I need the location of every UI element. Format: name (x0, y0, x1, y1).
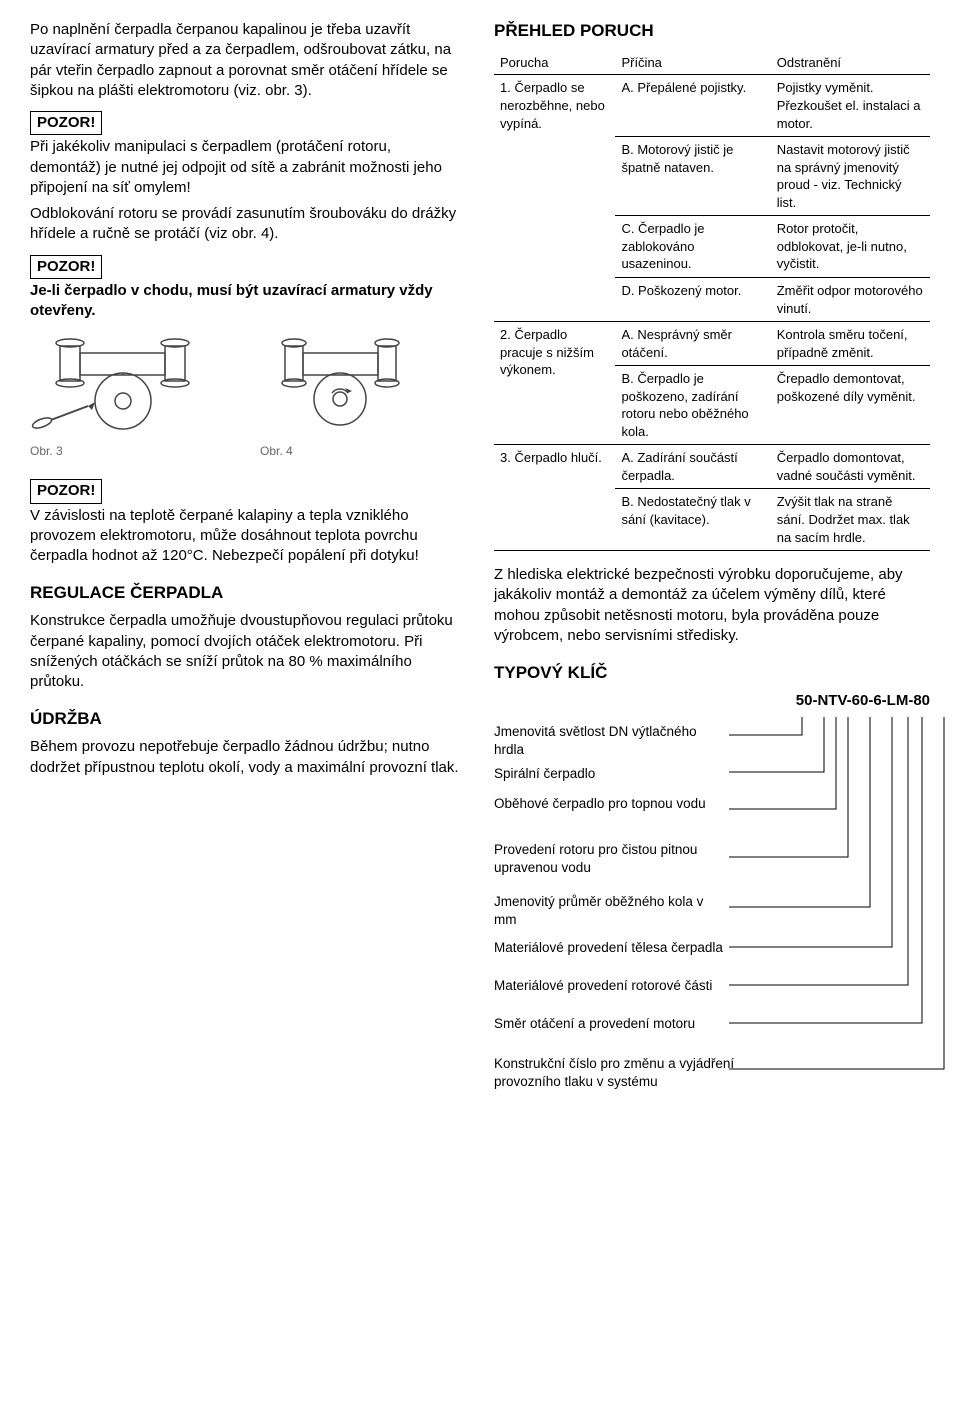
key-label-1: Spirální čerpadlo (494, 765, 724, 783)
warning-box-3: POZOR! (30, 479, 102, 503)
key-label-7: Směr otáčení a provedení motoru (494, 1015, 794, 1033)
key-label-8: Konstrukční číslo pro změnu a vyjádření … (494, 1055, 794, 1091)
fix-cell: Kontrola směru točení, případně změnit. (771, 322, 930, 366)
warning-text-1: Při jakékoliv manipulaci s čerpadlem (pr… (30, 137, 466, 198)
temperature-warning: V závislosti na teplotě čerpané kalapiny… (30, 506, 466, 567)
warning-box-1: POZOR! (30, 111, 102, 135)
faults-heading: PŘEHLED PORUCH (494, 20, 930, 43)
regulation-text: Konstrukce čerpadla umožňuje dvoustupňov… (30, 611, 466, 692)
maintenance-text: Během provozu nepotřebuje čerpadlo žádno… (30, 737, 466, 778)
key-label-6: Materiálové provedení rotorové části (494, 977, 794, 995)
key-label-0: Jmenovitá světlost DN výtlačného hrdla (494, 723, 724, 759)
th-fix: Odstranění (771, 51, 930, 75)
key-label-3: Provedení rotoru pro čistou pitnou uprav… (494, 841, 724, 877)
th-fault: Porucha (494, 51, 615, 75)
figure-3-label: Obr. 3 (30, 443, 236, 459)
fix-cell: Nastavit motorový jistič na správný jmen… (771, 137, 930, 216)
regulation-heading: REGULACE ČERPADLA (30, 582, 466, 605)
fault-cell: 3. Čerpadlo hlučí. (494, 445, 615, 551)
cause-cell: B. Čerpadlo je poškozeno, zadírání rotor… (615, 366, 770, 445)
maintenance-heading: ÚDRŽBA (30, 708, 466, 731)
cause-cell: C. Čerpadlo je zablokováno usazeninou. (615, 216, 770, 278)
fix-cell: Zvýšit tlak na straně sání. Dodržet max.… (771, 489, 930, 551)
fix-cell: Změřit odpor motorového vinutí. (771, 277, 930, 321)
fix-cell: Črepadlo demontovat, poškozené díly vymě… (771, 366, 930, 445)
faults-table: Porucha Příčina Odstranění 1. Čerpadlo s… (494, 51, 930, 551)
safety-paragraph: Z hlediska elektrické bezpečnosti výrobk… (494, 565, 930, 646)
figure-4: Obr. 4 (260, 331, 466, 459)
cause-cell: A. Zadírání součástí čerpadla. (615, 445, 770, 489)
cause-cell: A. Přepálené pojistky. (615, 75, 770, 137)
fix-cell: Čerpadlo domontovat, vadné součásti vymě… (771, 445, 930, 489)
key-label-4: Jmenovitý průměr oběžného kola v mm (494, 893, 724, 929)
type-key-code: 50-NTV-60-6-LM-80 (494, 691, 930, 711)
fix-cell: Rotor protočit, odblokovat, je-li nutno,… (771, 216, 930, 278)
cause-cell: B. Motorový jistič je špatně nataven. (615, 137, 770, 216)
unblock-text: Odblokování rotoru se provádí zasunutím … (30, 204, 466, 245)
warning-box-2: POZOR! (30, 255, 102, 279)
figures-row: Obr. 3 (30, 331, 466, 459)
fix-cell: Pojistky vyměnit. Přezkoušet el. instala… (771, 75, 930, 137)
cause-cell: B. Nedostatečný tlak v sání (kavitace). (615, 489, 770, 551)
intro-paragraph: Po naplnění čerpadla čerpanou kapalinou … (30, 20, 466, 101)
figure-3: Obr. 3 (30, 331, 236, 459)
key-label-2: Oběhové čerpadlo pro topnou vodu (494, 795, 724, 813)
fault-cell: 2. Čerpadlo pracuje s nižším výkonem. (494, 322, 615, 445)
type-key-diagram: Jmenovitá světlost DN výtlačného hrdla S… (494, 717, 930, 1147)
cause-cell: A. Nesprávný směr otáčení. (615, 322, 770, 366)
key-label-5: Materiálové provedení tělesa čerpadla (494, 939, 794, 957)
figure-4-label: Obr. 4 (260, 443, 466, 459)
valve-warning: Je-li čerpadlo v chodu, musí být uzavíra… (30, 281, 466, 322)
th-cause: Příčina (615, 51, 770, 75)
fault-cell: 1. Čerpadlo se nerozběhne, nebo vypíná. (494, 75, 615, 322)
cause-cell: D. Poškozený motor. (615, 277, 770, 321)
type-key-heading: TYPOVÝ KLÍČ (494, 662, 930, 685)
